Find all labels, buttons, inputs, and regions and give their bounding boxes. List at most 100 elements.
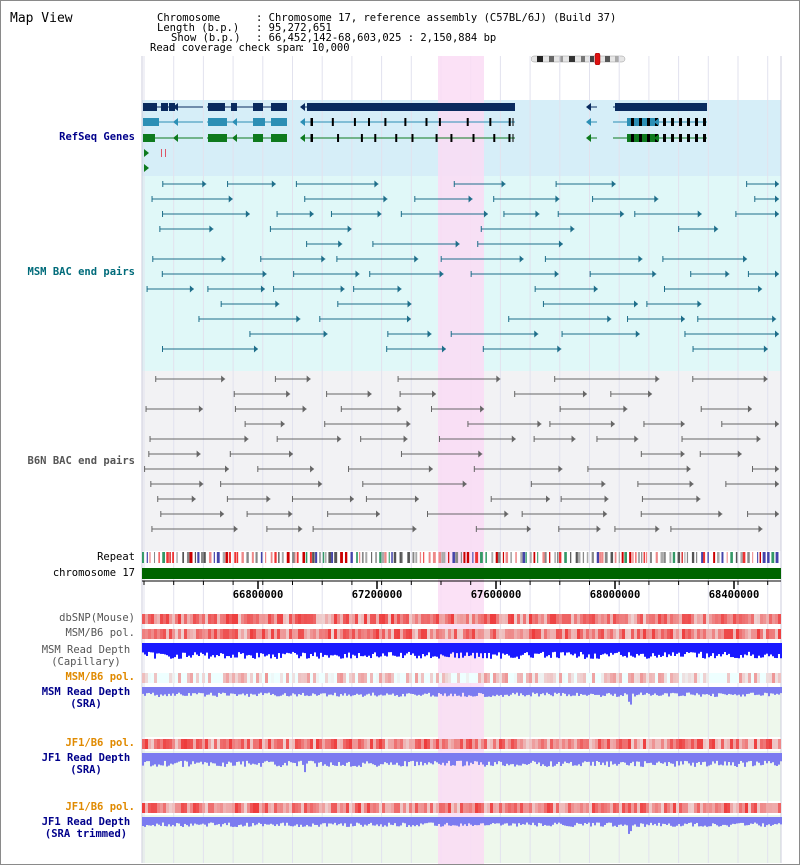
b6n-bac-pair-end[interactable] — [689, 480, 694, 488]
b6n-bac-pair-end[interactable] — [306, 375, 311, 383]
repeat-element[interactable] — [319, 552, 321, 563]
repeat-element[interactable] — [216, 552, 220, 563]
repeat-element[interactable] — [407, 552, 410, 563]
msm-bac-pair-end[interactable] — [772, 315, 777, 323]
repeat-element[interactable] — [707, 552, 709, 563]
repeat-element[interactable] — [415, 552, 418, 563]
repeat-element[interactable] — [312, 552, 315, 563]
msm-bac-pair-end[interactable] — [775, 330, 779, 338]
chromosome-ideogram[interactable] — [531, 53, 627, 65]
repeat-element[interactable] — [660, 552, 664, 563]
b6n-bac-pair-end[interactable] — [478, 450, 483, 458]
repeat-element[interactable] — [717, 552, 720, 563]
b6n-bac-pair-end[interactable] — [775, 480, 779, 488]
repeat-element[interactable] — [393, 552, 397, 563]
msm-bac-pair-end[interactable] — [743, 255, 748, 263]
msm-bac-pair-end[interactable] — [535, 210, 540, 218]
repeat-element[interactable] — [564, 552, 567, 563]
repeat-element[interactable] — [438, 552, 442, 563]
msm-bac-pair-end[interactable] — [209, 225, 214, 233]
gene-exon[interactable] — [466, 118, 469, 126]
repeat-element[interactable] — [208, 552, 212, 563]
repeat-element[interactable] — [381, 552, 385, 563]
repeat-element[interactable] — [325, 552, 327, 563]
repeat-element[interactable] — [452, 552, 455, 563]
b6n-bac-pair-end[interactable] — [758, 525, 763, 533]
repeat-element[interactable] — [614, 552, 617, 563]
repeat-element[interactable] — [466, 552, 470, 563]
gene-strand-arrow[interactable] — [144, 149, 149, 157]
msm-bac-pair-end[interactable] — [554, 270, 559, 278]
repeat-element[interactable] — [142, 552, 144, 563]
repeat-element[interactable] — [176, 552, 178, 563]
b6n-bac-pair-end[interactable] — [198, 405, 203, 413]
gene-strand-arrow[interactable] — [173, 103, 178, 111]
repeat-element[interactable] — [189, 552, 193, 563]
gene-strand-arrow[interactable] — [258, 103, 263, 111]
repeat-element[interactable] — [234, 552, 237, 563]
b6n-bac-pair-end[interactable] — [397, 405, 402, 413]
msm-bac-pair-end[interactable] — [260, 285, 265, 293]
msm-bac-pair-end[interactable] — [758, 285, 763, 293]
repeat-element[interactable] — [713, 552, 716, 563]
msm-bac-pair-end[interactable] — [427, 330, 432, 338]
repeat-element[interactable] — [502, 552, 505, 563]
repeat-element[interactable] — [322, 552, 325, 563]
b6n-bac-pair-end[interactable] — [737, 450, 742, 458]
repeat-element[interactable] — [356, 552, 358, 563]
repeat-element[interactable] — [747, 552, 750, 563]
repeat-element[interactable] — [542, 552, 546, 563]
repeat-element[interactable] — [158, 552, 160, 563]
msm-bac-pair-end[interactable] — [638, 255, 643, 263]
b6n-bac-pair-end[interactable] — [686, 465, 691, 473]
b6n-bac-pair-end[interactable] — [571, 435, 576, 443]
msm-bac-pair-end[interactable] — [309, 210, 314, 218]
repeat-element[interactable] — [251, 552, 254, 563]
msm-bac-pair-end[interactable] — [635, 330, 640, 338]
msm-bac-pair-end[interactable] — [555, 195, 560, 203]
repeat-element[interactable] — [166, 552, 169, 563]
msm-bac-pair-end[interactable] — [468, 195, 473, 203]
gene-exon[interactable] — [208, 103, 225, 111]
gene-strand-arrow[interactable] — [586, 118, 591, 126]
b6n-bac-pair-end[interactable] — [244, 435, 249, 443]
gene-strand-arrow[interactable] — [300, 134, 305, 142]
gene-exon[interactable] — [404, 118, 407, 126]
repeat-element[interactable] — [525, 552, 527, 563]
gene-strand-arrow[interactable] — [300, 118, 305, 126]
b6n-bac-pair-end[interactable] — [337, 435, 342, 443]
b6n-bac-pair-end[interactable] — [655, 375, 660, 383]
repeat-element[interactable] — [399, 552, 403, 563]
b6n-bac-pair-end[interactable] — [406, 420, 411, 428]
gene-exon[interactable] — [639, 134, 642, 142]
repeat-element[interactable] — [270, 552, 273, 563]
b6n-bac-pair-end[interactable] — [199, 480, 204, 488]
msm-bac-pair-end[interactable] — [680, 315, 685, 323]
repeat-element[interactable] — [455, 552, 459, 563]
b6n-bac-pair-end[interactable] — [496, 375, 501, 383]
repeat-element[interactable] — [146, 552, 148, 563]
msm-bac-pair-end[interactable] — [355, 270, 360, 278]
repeat-element[interactable] — [742, 552, 746, 563]
repeat-element[interactable] — [505, 552, 509, 563]
b6n-bac-pair-end[interactable] — [623, 405, 628, 413]
b6n-bac-pair-end[interactable] — [318, 480, 323, 488]
repeat-element[interactable] — [344, 552, 348, 563]
b6n-bac-pair-end[interactable] — [280, 420, 285, 428]
repeat-element[interactable] — [726, 552, 728, 563]
repeat-element[interactable] — [582, 552, 585, 563]
repeat-element[interactable] — [629, 552, 632, 563]
gene-exon[interactable] — [508, 134, 511, 142]
repeat-element[interactable] — [643, 552, 645, 563]
gene-strand-arrow[interactable] — [144, 164, 149, 172]
repeat-element[interactable] — [735, 552, 738, 563]
repeat-element[interactable] — [331, 552, 334, 563]
msm-bac-pair-end[interactable] — [377, 210, 382, 218]
repeat-element[interactable] — [635, 552, 637, 563]
gene-exon[interactable] — [687, 118, 690, 126]
repeat-element[interactable] — [610, 552, 614, 563]
msm-bac-pair-end[interactable] — [245, 210, 250, 218]
gene-exon[interactable] — [671, 134, 674, 142]
repeat-element[interactable] — [645, 552, 648, 563]
repeat-element[interactable] — [260, 552, 263, 563]
